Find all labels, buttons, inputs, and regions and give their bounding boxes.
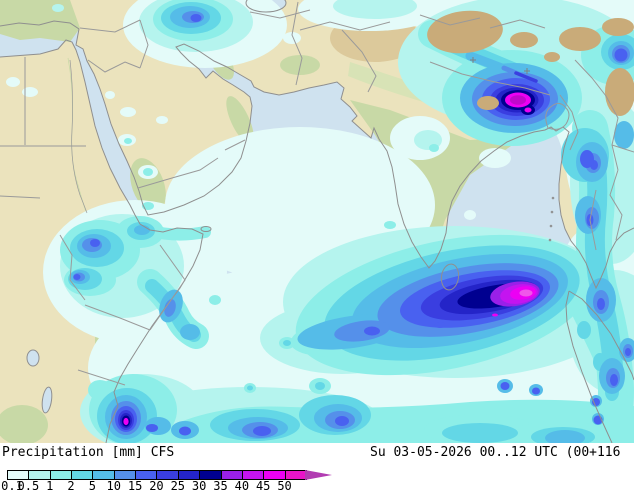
colorbar-scale-label: 25 [170, 479, 186, 493]
colorbar-segment [7, 470, 30, 480]
colorbar-scale-label: 50 [277, 479, 292, 493]
colorbar-scale-label: 2 [67, 479, 75, 493]
colorbar-arrow-icon [305, 470, 332, 480]
colorbar-segment [92, 470, 115, 480]
colorbar-scale-label: 30 [191, 479, 207, 493]
colorbar-segment [199, 470, 222, 480]
colorbar-segment [156, 470, 179, 480]
border-layer [0, 1, 634, 386]
colorbar-segment [135, 470, 158, 480]
colorbar-segment [241, 470, 265, 480]
lake-victoria [27, 350, 39, 366]
colorbar-scale-label: 20 [149, 479, 164, 493]
legend-title: Precipitation [mm] CFS [2, 445, 175, 460]
precipitation-layer [6, 0, 634, 443]
colorbar-scale-label: 0.1 [1, 479, 23, 493]
colorbar-segment [263, 470, 286, 480]
map-canvas [0, 0, 634, 443]
colorbar-segment [71, 470, 94, 480]
colorbar-segment [113, 470, 137, 480]
colorbar-scale-label: 10 [106, 479, 121, 493]
colorbar-segment [220, 470, 243, 480]
colorbar-scale-label: 0.5 [17, 479, 40, 493]
colorbar-scale-label: 15 [127, 479, 143, 493]
precip-heavy-cores [123, 92, 540, 426]
colorbar-segment [284, 470, 307, 480]
coastline-layer [0, 0, 634, 443]
colorbar-scale-label: 5 [88, 479, 97, 493]
colorbar-scale-label: 1 [46, 479, 54, 493]
colorbar-scale-label: 35 [213, 479, 228, 493]
colorbar-scale-label: 45 [255, 479, 271, 493]
mountain-layer [427, 10, 634, 116]
lake-tanganyika [42, 387, 52, 413]
colorbar-segment [177, 470, 201, 480]
colorbar-segment [28, 470, 51, 480]
colorbar-segment [49, 470, 73, 480]
colorbar-scale-label: 40 [234, 479, 250, 493]
legend-datetime: Su 03-05-2026 00..12 UTC (00+116 [370, 445, 621, 460]
